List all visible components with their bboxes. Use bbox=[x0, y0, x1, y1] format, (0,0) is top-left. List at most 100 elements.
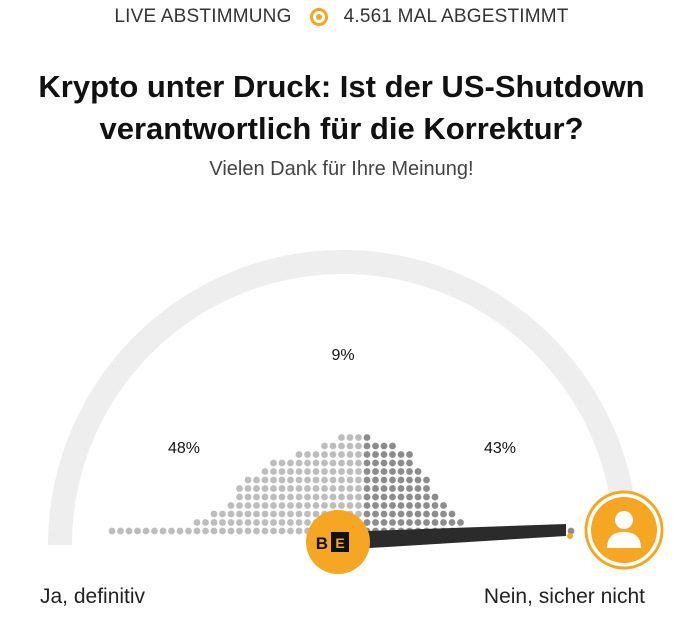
vote-dot bbox=[261, 485, 269, 492]
vote-dot bbox=[363, 451, 371, 458]
vote-dot bbox=[389, 476, 396, 484]
vote-dot bbox=[236, 502, 243, 509]
vote-dot bbox=[406, 451, 413, 458]
vote-dot bbox=[363, 502, 371, 509]
vote-dot bbox=[329, 502, 337, 509]
vote-dot bbox=[372, 451, 379, 458]
vote-dot bbox=[312, 468, 320, 475]
vote-dot bbox=[414, 468, 422, 475]
vote-dot bbox=[321, 502, 328, 509]
vote-dot bbox=[389, 519, 396, 526]
vote-dot bbox=[397, 451, 405, 458]
vote-dot bbox=[312, 459, 320, 467]
vote-dot bbox=[346, 451, 354, 458]
vote-dot bbox=[321, 493, 328, 501]
vote-dot bbox=[338, 485, 345, 492]
vote-dot bbox=[372, 468, 379, 475]
vote-dot bbox=[244, 527, 252, 535]
vote-dot bbox=[270, 493, 277, 501]
vote-dot bbox=[287, 510, 294, 518]
user-avatar-icon[interactable] bbox=[584, 490, 664, 570]
vote-dot bbox=[338, 442, 345, 450]
result-percent-neutral: 9% bbox=[331, 347, 355, 364]
vote-dot bbox=[244, 510, 252, 518]
vote-dot bbox=[406, 485, 413, 492]
vote-dot bbox=[295, 519, 303, 526]
vote-dot bbox=[329, 442, 337, 450]
vote-dot bbox=[295, 476, 303, 484]
vote-dot bbox=[261, 527, 269, 535]
vote-dot bbox=[406, 476, 413, 484]
live-label: LIVE ABSTIMMUNG bbox=[114, 6, 292, 27]
brand-logo-icon: B E bbox=[306, 510, 370, 574]
vote-dot bbox=[423, 519, 430, 526]
vote-dot bbox=[295, 493, 303, 501]
vote-dot bbox=[236, 485, 243, 492]
vote-dot bbox=[338, 493, 345, 501]
vote-dot bbox=[372, 459, 379, 467]
vote-dot bbox=[261, 510, 269, 518]
vote-dot bbox=[210, 510, 218, 518]
vote-dot bbox=[363, 519, 371, 526]
vote-dot bbox=[389, 468, 396, 475]
vote-dot bbox=[346, 476, 354, 484]
vote-dot bbox=[304, 502, 311, 509]
vote-dot bbox=[295, 485, 303, 492]
vote-dot bbox=[338, 434, 345, 441]
result-needle bbox=[338, 524, 566, 550]
vote-dot bbox=[372, 485, 379, 492]
vote-dot bbox=[372, 476, 379, 484]
vote-dot bbox=[278, 493, 286, 501]
vote-dot bbox=[261, 519, 269, 526]
vote-dot bbox=[389, 451, 396, 458]
vote-dot bbox=[287, 502, 294, 509]
gauge-track bbox=[48, 250, 638, 546]
vote-dot bbox=[414, 493, 422, 501]
live-poll-header: LIVE ABSTIMMUNG 4.561 MAL ABGESTIMMT bbox=[0, 5, 683, 29]
vote-dot bbox=[440, 510, 447, 518]
vote-dot bbox=[355, 502, 362, 509]
vote-dot bbox=[287, 485, 294, 492]
vote-dot bbox=[108, 527, 116, 535]
vote-dot bbox=[363, 485, 371, 492]
vote-dot bbox=[423, 476, 430, 484]
vote-dot bbox=[304, 485, 311, 492]
vote-dot bbox=[304, 451, 311, 458]
vote-dot bbox=[329, 476, 337, 484]
vote-dot bbox=[406, 459, 413, 467]
vote-dot bbox=[295, 468, 303, 475]
vote-dot bbox=[363, 476, 371, 484]
vote-dot bbox=[159, 527, 167, 535]
vote-dot bbox=[270, 510, 277, 518]
vote-dot bbox=[363, 434, 371, 441]
vote-dot bbox=[295, 459, 303, 467]
vote-dot bbox=[423, 485, 430, 492]
vote-dot bbox=[380, 459, 388, 467]
vote-dot bbox=[346, 502, 354, 509]
vote-dot bbox=[372, 519, 379, 526]
svg-text:E: E bbox=[335, 535, 344, 551]
vote-dot bbox=[389, 493, 396, 501]
vote-dot bbox=[448, 510, 456, 518]
vote-dot bbox=[168, 527, 175, 535]
vote-dot bbox=[287, 459, 294, 467]
vote-dot bbox=[414, 476, 422, 484]
vote-dot bbox=[270, 527, 277, 535]
vote-dot bbox=[261, 493, 269, 501]
vote-dot bbox=[397, 476, 405, 484]
vote-dot bbox=[321, 459, 328, 467]
vote-dot bbox=[380, 468, 388, 475]
vote-dot bbox=[261, 502, 269, 509]
vote-dot bbox=[397, 510, 405, 518]
vote-dot bbox=[227, 519, 235, 526]
vote-dot bbox=[304, 468, 311, 475]
vote-dot bbox=[270, 502, 277, 509]
vote-dot bbox=[567, 527, 575, 535]
vote-dot bbox=[185, 527, 192, 535]
vote-dot bbox=[278, 476, 286, 484]
vote-dot bbox=[219, 519, 226, 526]
vote-dot bbox=[236, 527, 243, 535]
vote-dot bbox=[244, 485, 252, 492]
vote-dot bbox=[253, 493, 260, 501]
vote-dot bbox=[134, 527, 141, 535]
